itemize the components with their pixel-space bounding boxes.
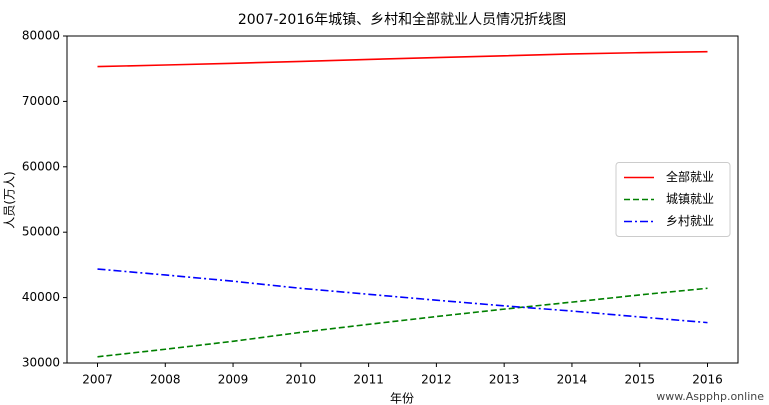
x-tick-label: 2008 [150, 373, 181, 387]
legend-label: 城镇就业 [666, 192, 714, 206]
legend-label: 乡村就业 [666, 214, 714, 228]
x-tick-label: 2007 [82, 373, 113, 387]
series-line [97, 50, 708, 68]
plot-frame [66, 35, 739, 364]
y-tick-label: 70000 [22, 94, 60, 108]
x-axis-label: 年份 [390, 392, 414, 405]
watermark: www.Aspphp.online [656, 390, 764, 403]
chart-title: 2007-2016年城镇、乡村和全部就业人员情况折线图 [238, 11, 566, 28]
legend-label: 全部就业 [666, 169, 714, 184]
y-tick-label: 60000 [22, 159, 60, 173]
y-tick-label: 50000 [22, 225, 60, 239]
x-tick-label: 2012 [421, 373, 452, 387]
x-tick-label: 2015 [624, 373, 655, 387]
x-tick-label: 2014 [557, 373, 588, 387]
series-line [97, 287, 708, 358]
x-tick-label: 2011 [353, 373, 384, 387]
y-tick-label: 30000 [22, 356, 60, 370]
x-tick-label: 2010 [286, 373, 317, 387]
x-tick-label: 2009 [218, 373, 249, 387]
series-line [97, 268, 708, 324]
y-tick-label: 80000 [22, 29, 60, 43]
x-tick-label: 2013 [489, 373, 520, 387]
y-tick-label: 40000 [22, 290, 60, 304]
y-axis-label: 人员(万人) [3, 171, 17, 228]
legend-box [615, 162, 731, 237]
x-tick-label: 2016 [692, 373, 723, 387]
